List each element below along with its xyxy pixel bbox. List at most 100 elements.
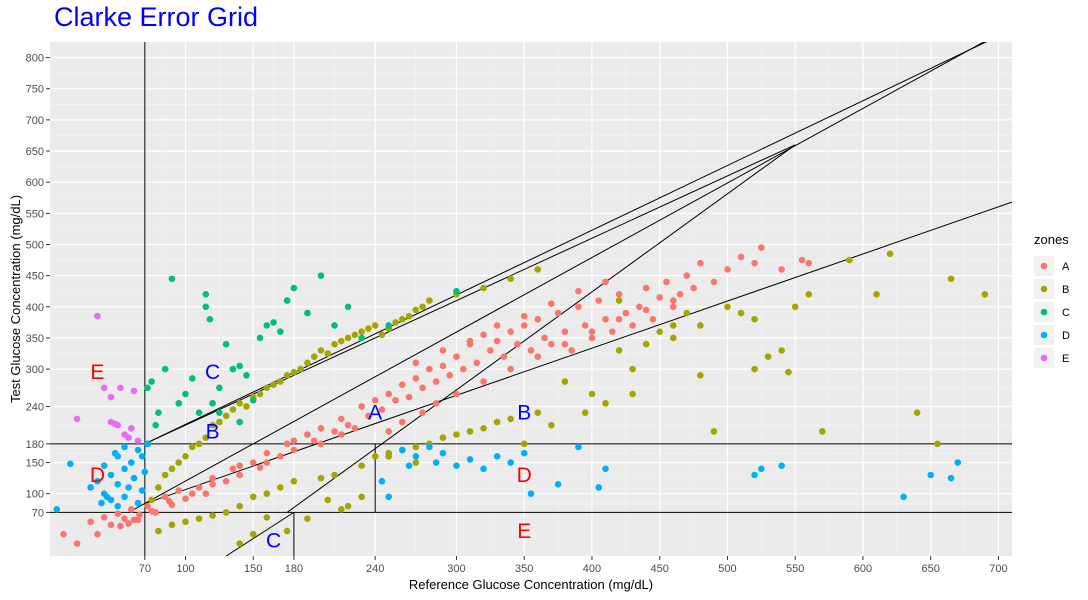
x-tick-label: 150 <box>244 563 262 575</box>
data-point-zone-D <box>53 505 61 513</box>
data-point-zone-D <box>432 459 440 466</box>
data-point-zone-A <box>114 510 122 517</box>
data-point-zone-B <box>182 518 189 526</box>
data-point-zone-A <box>683 272 691 279</box>
data-point-zone-C <box>263 322 271 329</box>
data-point-zone-A <box>751 259 758 267</box>
data-point-zone-B <box>669 334 677 342</box>
data-point-zone-D <box>412 453 420 460</box>
data-point-zone-A <box>507 328 514 336</box>
data-point-zone-C <box>243 372 250 379</box>
data-point-zone-D <box>134 446 142 454</box>
data-point-zone-E <box>117 384 124 392</box>
data-point-zone-D <box>100 462 108 469</box>
data-point-zone-A <box>669 297 677 304</box>
data-point-zone-B <box>419 303 426 311</box>
zone-label-A: A <box>368 402 382 425</box>
data-point-zone-B <box>466 428 474 435</box>
data-point-zone-C <box>202 303 210 311</box>
data-point-zone-A <box>737 253 745 261</box>
data-point-zone-A <box>636 303 643 311</box>
data-point-zone-A <box>144 502 151 510</box>
data-point-zone-D <box>138 453 146 460</box>
data-point-zone-C <box>358 334 365 342</box>
data-point-zone-A <box>493 322 501 329</box>
data-point-zone-B <box>317 474 325 482</box>
data-point-zone-A <box>480 378 487 385</box>
data-point-zone-A <box>290 446 298 454</box>
data-point-zone-C <box>206 315 214 323</box>
data-point-zone-A <box>195 484 203 491</box>
data-point-zone-A <box>548 340 555 348</box>
data-point-zone-B <box>263 514 271 521</box>
data-point-zone-B <box>371 322 379 329</box>
data-point-zone-B <box>304 515 311 522</box>
data-point-zone-B <box>202 434 210 441</box>
data-point-zone-A <box>148 507 155 515</box>
data-point-zone-C <box>290 284 298 292</box>
data-point-zone-E <box>125 434 132 441</box>
y-tick-label: 450 <box>26 271 44 283</box>
y-tick-label: 800 <box>26 53 44 65</box>
data-point-zone-C <box>331 322 338 329</box>
data-point-zone-E <box>114 421 122 429</box>
data-point-zone-B <box>724 303 731 311</box>
data-point-zone-A <box>100 514 108 521</box>
data-point-zone-C <box>249 396 257 404</box>
data-point-zone-B <box>338 505 345 513</box>
data-point-zone-B <box>378 331 386 339</box>
data-point-zone-D <box>900 493 907 501</box>
data-point-zone-A <box>229 465 237 473</box>
data-point-zone-C <box>283 297 291 304</box>
data-point-zone-A <box>175 487 183 494</box>
y-tick-label: 180 <box>26 439 44 451</box>
data-point-zone-A <box>161 493 169 501</box>
data-point-zone-B <box>385 453 393 460</box>
data-point-zone-B <box>331 340 338 348</box>
data-point-zone-C <box>175 400 183 407</box>
data-point-zone-B <box>493 418 501 426</box>
data-point-zone-A <box>446 372 454 379</box>
data-point-zone-B <box>629 390 636 398</box>
x-tick-label: 300 <box>447 563 465 575</box>
data-point-zone-D <box>954 459 962 466</box>
data-point-zone-B <box>439 434 447 441</box>
data-point-zone-B <box>751 315 758 323</box>
y-tick-label: 650 <box>26 146 44 158</box>
data-point-zone-A <box>283 440 291 448</box>
data-point-zone-B <box>785 368 792 376</box>
data-point-zone-E <box>127 424 135 432</box>
data-point-zone-B <box>656 328 664 336</box>
data-point-zone-A <box>798 256 806 264</box>
data-point-zone-A <box>588 334 596 342</box>
data-point-zone-D <box>947 474 955 482</box>
data-point-zone-D <box>602 465 609 473</box>
data-point-zone-A <box>310 437 318 445</box>
x-tick-label: 100 <box>176 563 194 575</box>
data-point-zone-A <box>500 353 508 360</box>
x-axis-label: Reference Glucose Concentration (mg/dL) <box>409 577 653 592</box>
x-tick-label: 600 <box>854 563 872 575</box>
data-point-zone-D <box>466 456 474 463</box>
data-point-zone-B <box>561 378 569 385</box>
data-point-zone-A <box>365 412 372 420</box>
zone-labels: A B B C C D D E E <box>90 361 532 552</box>
zone-label-D: D <box>517 464 532 487</box>
data-point-zone-A <box>60 530 67 538</box>
data-point-zone-C <box>216 384 223 392</box>
data-point-zone-A <box>165 497 173 505</box>
data-point-zone-A <box>378 406 386 413</box>
data-point-zone-A <box>608 328 616 336</box>
data-point-zone-B <box>398 315 406 323</box>
zone-label-C: C <box>205 361 220 384</box>
data-point-zone-D <box>144 440 151 448</box>
data-point-zone-D <box>67 460 74 468</box>
data-point-zone-C <box>317 272 325 279</box>
data-point-zone-A <box>493 337 501 345</box>
data-point-zone-C <box>385 322 393 329</box>
y-tick-label: 150 <box>26 458 44 470</box>
data-point-zone-D <box>927 471 935 479</box>
data-point-zone-A <box>317 440 325 448</box>
data-point-zone-A <box>398 381 406 388</box>
data-point-zone-B <box>236 540 243 547</box>
